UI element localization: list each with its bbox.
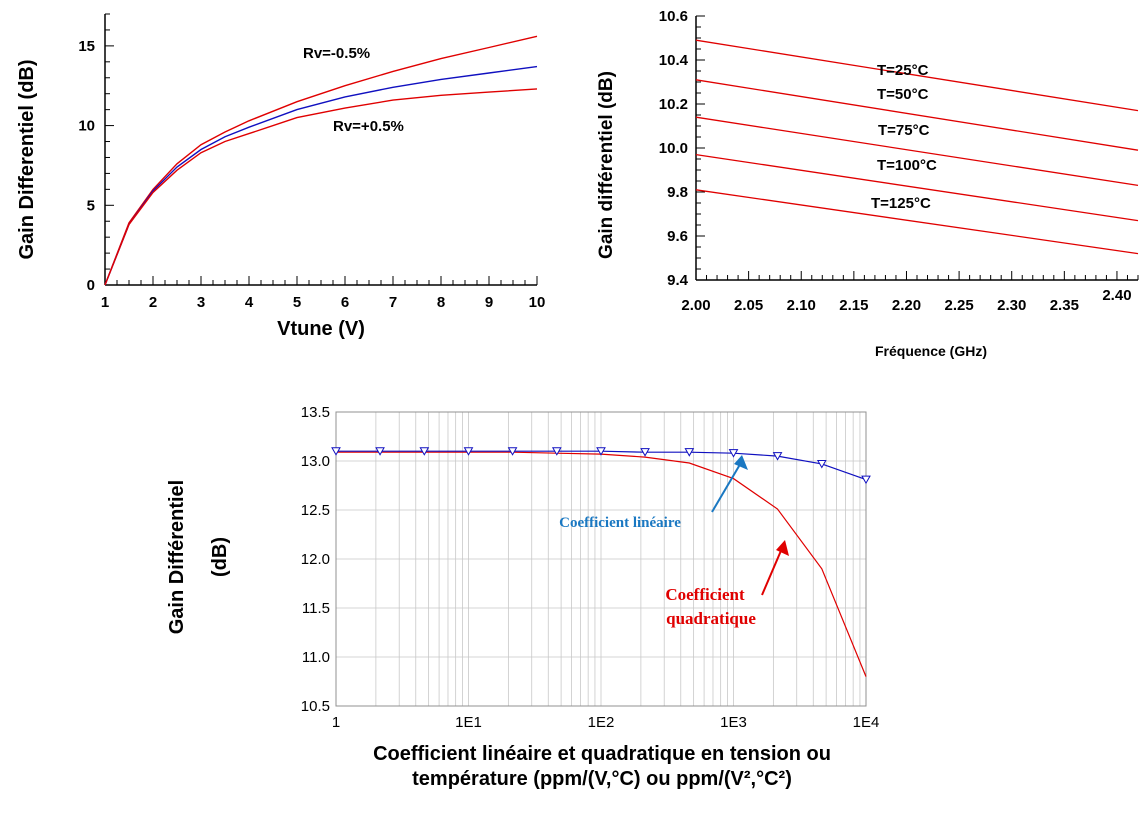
x-tick-label: 1E2 (588, 714, 615, 731)
linear-marker (684, 448, 695, 457)
y-tick-label: 11.5 (302, 600, 330, 617)
series-label: T=100°C (877, 157, 937, 174)
arrow-linear-shaft (711, 460, 743, 513)
series-line-4 (695, 189, 1139, 255)
x-tick-label: 1E1 (455, 714, 482, 731)
x-tick-label: 3 (197, 294, 205, 311)
linear-marker (772, 452, 783, 461)
y-tick-label: 10.0 (659, 140, 688, 157)
series-line-1 (695, 79, 1139, 151)
x-tick-label: 5 (293, 294, 301, 311)
y-tick-label: 13.5 (301, 404, 330, 421)
linear-marker (596, 447, 606, 456)
series-line-2 (695, 116, 1139, 187)
linear-marker (331, 447, 341, 456)
y-tick-label: 9.6 (667, 228, 688, 245)
series-label-quadratic: quadratique (666, 609, 756, 628)
x-tick-label: 2 (149, 294, 157, 311)
y-tick-label: 9.8 (667, 184, 688, 201)
y-axis-title: Gain Differentiel (dB) (16, 59, 38, 259)
x-tick-label: 2.30 (997, 297, 1026, 314)
series-label-quadratic: Coefficient (665, 585, 745, 604)
x-tick-label: 2.15 (839, 297, 868, 314)
x-axis-title: Coefficient linéaire et quadratique en t… (373, 743, 831, 765)
chart-gain-vs-coefficient: 1 1E1 1E2 1E3 1E4 10.5 11.0 11.5 12.0 12.5 13.0 13.… (166, 404, 879, 790)
x-tick-label: 1 (332, 714, 340, 731)
x-axis-title: Fréquence (GHz) (875, 343, 987, 359)
arrow-quadratic-shaft (761, 545, 784, 596)
series-label: T=125°C (871, 195, 931, 212)
y-tick-label: 10.2 (659, 96, 688, 113)
y-tick-label: 12.0 (301, 551, 330, 568)
y-tick-label: 0 (87, 277, 95, 294)
y-tick-label: 13.0 (301, 453, 330, 470)
x-tick-label: 2.00 (681, 297, 710, 314)
y-axis-title: (dB) (209, 537, 231, 577)
x-tick-label: 2.35 (1050, 297, 1079, 314)
linear-marker (375, 447, 385, 456)
arrow-linear-head (734, 455, 748, 470)
x-tick-label: 1E4 (853, 714, 880, 731)
linear-marker (507, 447, 518, 456)
x-axis-title: température (ppm/(V,°C) ou ppm/(V²,°C²) (412, 768, 792, 790)
chart-gain-vs-vtune: 1 2 3 4 5 6 7 8 9 10 0 5 10 15 Vtune (V) Gain Different… (16, 13, 546, 340)
x-tick-label: 9 (485, 294, 493, 311)
linear-marker (640, 448, 650, 457)
linear-marker (419, 447, 430, 456)
linear-marker (861, 475, 871, 485)
x-tick-label: 10 (529, 294, 546, 311)
y-tick-label: 12.5 (301, 502, 330, 519)
y-axis-title: Gain différentiel (dB) (596, 71, 617, 259)
x-axis-title: Vtune (V) (277, 318, 365, 340)
y-tick-label: 10.4 (659, 52, 689, 69)
plot-frame (335, 411, 867, 707)
x-tick-label: 2.40 (1102, 287, 1131, 304)
y-tick-label: 9.4 (667, 272, 689, 289)
y-tick-label: 15 (78, 38, 95, 55)
chart-gain-vs-frequency: 2.00 2.05 2.10 2.15 2.20 2.25 2.30 2.35 2.40 9.4 9… (596, 8, 1139, 359)
series-line-2 (104, 88, 538, 286)
x-tick-label: 2.25 (944, 297, 973, 314)
series-label: Rv=-0.5% (303, 45, 370, 62)
series-label: T=25°C (877, 62, 929, 79)
y-tick-label: 10.5 (301, 698, 330, 715)
x-tick-label: 1E3 (720, 714, 747, 731)
x-tick-label: 4 (245, 294, 254, 311)
x-tick-label: 2.05 (734, 297, 763, 314)
x-tick-label: 8 (437, 294, 445, 311)
linear-marker (728, 449, 739, 458)
series-label: T=75°C (878, 122, 930, 139)
y-tick-label: 11.0 (302, 649, 330, 666)
linear-marker (816, 459, 827, 469)
arrow-quadratic-head (776, 540, 789, 556)
linear-marker (463, 447, 474, 456)
series-line-3 (695, 153, 1139, 222)
y-tick-label: 10 (78, 118, 95, 135)
series-line-0 (695, 39, 1139, 112)
x-tick-label: 7 (389, 294, 397, 311)
series-line-0 (104, 35, 538, 286)
y-axis-title: Gain Différentiel (166, 480, 188, 634)
series-line-1 (104, 65, 538, 286)
linear-marker (551, 447, 562, 456)
x-tick-label: 2.20 (892, 297, 921, 314)
x-tick-label: 2.10 (787, 297, 816, 314)
series-label: T=50°C (877, 86, 929, 103)
y-tick-label: 5 (87, 197, 95, 214)
y-tick-label: 10.6 (659, 8, 688, 25)
x-tick-label: 1 (101, 294, 109, 311)
series-label-linear: Coefficient linéaire (559, 515, 681, 531)
x-tick-label: 6 (341, 294, 349, 311)
series-label: Rv=+0.5% (333, 118, 404, 135)
